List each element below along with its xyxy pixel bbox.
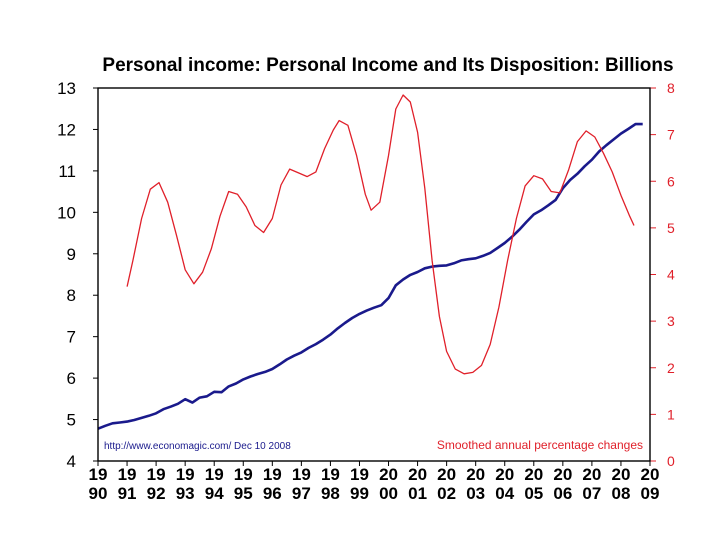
x-tick-label-bottom: 98 <box>321 484 340 503</box>
x-tick-label-top: 20 <box>582 465 601 484</box>
left-y-axis: 4 5 6 7 8 9 10 11 12 13 <box>57 79 98 471</box>
x-tick-label-top: 20 <box>408 465 427 484</box>
x-tick-label-top: 20 <box>495 465 514 484</box>
right-tick-label: 8 <box>667 80 675 96</box>
x-tick-label-top: 20 <box>641 465 660 484</box>
x-tick-label-bottom: 96 <box>263 484 282 503</box>
x-tick-label-top: 19 <box>321 465 340 484</box>
x-tick-label-bottom: 93 <box>176 484 195 503</box>
left-tick-label: 5 <box>67 411 76 430</box>
left-tick-label: 7 <box>67 328 76 347</box>
personal-income-series-line <box>97 122 643 430</box>
x-tick-label-bottom: 92 <box>147 484 166 503</box>
right-tick-label: 3 <box>667 313 675 329</box>
x-tick-label-top: 19 <box>89 465 108 484</box>
x-tick-label-top: 20 <box>437 465 456 484</box>
x-tick-label-top: 20 <box>466 465 485 484</box>
chart-title: Personal income: Personal Income and Its… <box>102 55 673 76</box>
left-tick-label: 6 <box>67 369 76 388</box>
x-tick-label-top: 20 <box>524 465 543 484</box>
x-tick-label-bottom: 03 <box>466 484 485 503</box>
right-tick-label: 0 <box>667 453 675 469</box>
left-tick-label: 12 <box>57 120 76 139</box>
x-tick-label-bottom: 01 <box>408 484 427 503</box>
left-tick-label: 9 <box>67 245 76 264</box>
percentage-change-series-line <box>126 94 635 375</box>
x-tick-label-bottom: 00 <box>379 484 398 503</box>
x-tick-label-bottom: 95 <box>234 484 253 503</box>
right-tick-label: 6 <box>667 173 675 189</box>
x-tick-label-top: 19 <box>147 465 166 484</box>
x-tick-label-top: 19 <box>234 465 253 484</box>
right-tick-label: 1 <box>667 406 675 422</box>
plot-frame <box>97 87 651 462</box>
source-note: http://www.economagic.com/ Dec 10 2008 <box>104 441 291 452</box>
x-tick-label-top: 19 <box>176 465 195 484</box>
x-tick-label-top: 19 <box>263 465 282 484</box>
x-tick-label-bottom: 94 <box>205 484 224 503</box>
right-tick-label: 5 <box>667 220 675 236</box>
legend-label: Smoothed annual percentage changes <box>437 438 643 452</box>
x-tick-label-top: 19 <box>118 465 137 484</box>
x-tick-label-bottom: 97 <box>292 484 311 503</box>
x-tick-label-top: 19 <box>350 465 369 484</box>
x-tick-label-bottom: 04 <box>495 484 514 503</box>
x-tick-label-bottom: 91 <box>118 484 137 503</box>
x-tick-label-top: 19 <box>205 465 224 484</box>
right-tick-label: 2 <box>667 360 675 376</box>
x-tick-label-top: 19 <box>292 465 311 484</box>
x-tick-label-bottom: 08 <box>611 484 630 503</box>
x-tick-label-bottom: 99 <box>350 484 369 503</box>
left-tick-label: 13 <box>57 79 76 98</box>
left-tick-label: 11 <box>58 162 76 181</box>
x-tick-label-bottom: 06 <box>553 484 572 503</box>
x-tick-label-bottom: 09 <box>641 484 660 503</box>
x-tick-label-top: 20 <box>553 465 572 484</box>
left-tick-label: 10 <box>57 203 76 222</box>
right-tick-label: 7 <box>667 127 675 143</box>
left-tick-label: 4 <box>67 452 76 471</box>
x-tick-label-bottom: 90 <box>89 484 108 503</box>
x-tick-label-bottom: 02 <box>437 484 456 503</box>
x-tick-label-top: 20 <box>379 465 398 484</box>
x-tick-label-top: 20 <box>611 465 630 484</box>
x-tick-label-bottom: 05 <box>524 484 543 503</box>
x-axis: 1990199119921993199419951996199719981999… <box>89 461 660 503</box>
left-tick-label: 8 <box>67 286 76 305</box>
right-tick-label: 4 <box>667 267 675 283</box>
right-y-axis: 0 1 2 3 4 5 6 7 8 <box>650 80 675 469</box>
x-tick-label-bottom: 07 <box>582 484 601 503</box>
